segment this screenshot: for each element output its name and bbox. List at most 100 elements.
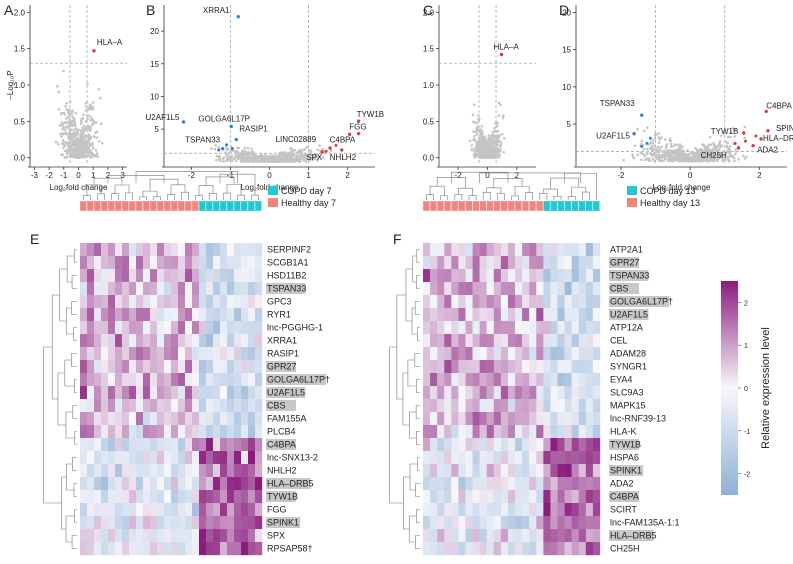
- heatmap-cell: [136, 282, 144, 296]
- heatmap-cell: [143, 399, 151, 413]
- heatmap-cell: [437, 464, 445, 478]
- heatmap-cell: [192, 308, 200, 322]
- heatmap-cell: [515, 503, 523, 517]
- heatmap-cell: [451, 282, 459, 296]
- heatmap-cell: [171, 399, 179, 413]
- heatmap-cell: [486, 347, 494, 361]
- heatmap-cell: [108, 347, 116, 361]
- heatmap-cell: [136, 516, 144, 530]
- colorbar: [721, 281, 738, 495]
- gene-point: [498, 133, 502, 137]
- gene-point: [54, 140, 58, 144]
- legend-label: Healthy day 13: [640, 198, 700, 208]
- heatmap-cell: [571, 386, 579, 400]
- colorbar-title: Relative expression level: [760, 327, 772, 449]
- heatmap-cell: [507, 477, 516, 491]
- heatmap-cell: [206, 399, 214, 413]
- heatmap-cell: [550, 412, 558, 426]
- heatmap-cell: [241, 477, 249, 491]
- heatmap-cell: [585, 269, 594, 283]
- heatmap-cell: [543, 373, 551, 387]
- heatmap-cell: [486, 399, 494, 413]
- heatmap-cell: [206, 412, 214, 426]
- gene-point: [225, 145, 228, 149]
- heatmap-cell: [185, 477, 193, 491]
- healthy-sample-annotation: [458, 200, 466, 212]
- heatmap-cell: [108, 451, 116, 465]
- heatmap-cell: [458, 386, 466, 400]
- heatmap-cell: [108, 321, 116, 335]
- heatmap-cell: [423, 386, 431, 400]
- heatmap-cell: [437, 347, 445, 361]
- heatmap-cell: [101, 321, 109, 335]
- heatmap-cell: [437, 386, 445, 400]
- gene-point: [647, 156, 651, 160]
- heatmap-cell: [543, 477, 551, 491]
- row-dendrogram-branch: [73, 483, 77, 497]
- gene-point: [636, 153, 639, 157]
- heatmap-cell: [248, 308, 256, 322]
- heatmap-cell: [220, 269, 228, 283]
- column-dendrogram-branch: [111, 193, 119, 200]
- heatmap-cell: [564, 529, 572, 543]
- gene-point: [74, 111, 77, 115]
- heatmap-cell: [493, 373, 502, 387]
- x-tick-label: 2: [757, 171, 762, 180]
- significant-gene-point: [229, 124, 233, 129]
- heatmap-cell: [479, 412, 487, 426]
- gene-point: [491, 143, 495, 147]
- heatmap-cell: [199, 464, 207, 478]
- heatmap-cell: [522, 386, 530, 400]
- gene-point: [81, 132, 85, 135]
- heatmap-cell: [550, 425, 558, 439]
- gene-point: [100, 141, 104, 145]
- heatmap-cell: [543, 451, 551, 465]
- heatmap-cell: [507, 295, 516, 309]
- gene-row-label: GOLGA6L17P†: [610, 297, 673, 307]
- gene-row-label: RASIP1: [267, 349, 299, 359]
- heatmap-cell: [227, 269, 235, 283]
- heatmap-cell: [592, 425, 601, 439]
- heatmap-cell: [157, 282, 165, 296]
- heatmap-cell: [164, 308, 172, 322]
- heatmap-cell: [472, 503, 480, 517]
- heatmap-cell: [578, 438, 587, 452]
- heatmap-cell: [437, 256, 445, 270]
- heatmap-cell: [493, 477, 502, 491]
- heatmap-cell: [507, 451, 516, 465]
- gene-point: [84, 151, 87, 154]
- gene-point: [289, 153, 292, 157]
- gene-point: [72, 136, 75, 140]
- heatmap-cell: [220, 321, 228, 335]
- heatmap-cell: [171, 269, 179, 283]
- heatmap-cell: [213, 308, 221, 322]
- heatmap-cell: [178, 282, 186, 296]
- heatmap-cell: [150, 477, 158, 491]
- panel-label: D: [559, 2, 569, 18]
- heatmap-cell: [206, 425, 214, 439]
- healthy-sample-annotation: [444, 200, 452, 212]
- heatmap-cell: [213, 347, 221, 361]
- heatmap-cell: [241, 295, 249, 309]
- heatmap-cell: [479, 542, 487, 556]
- gene-point: [91, 119, 94, 122]
- gene-point: [60, 135, 63, 138]
- heatmap-cell: [479, 516, 487, 530]
- heatmap-cell: [430, 425, 438, 439]
- heatmap-cell: [178, 412, 186, 426]
- heatmap-cell: [143, 373, 151, 387]
- gene-point: [80, 138, 84, 141]
- gene-highlight: [266, 517, 301, 528]
- heatmap-cell: [122, 516, 130, 530]
- gene-highlight: [266, 491, 296, 502]
- heatmap-cell: [115, 412, 123, 426]
- heatmap-cell: [458, 269, 466, 283]
- gene-point: [662, 150, 666, 154]
- gene-point: [84, 120, 88, 123]
- gene-point: [720, 156, 724, 160]
- heatmap-cell: [479, 295, 487, 309]
- heatmap-cell: [444, 373, 452, 387]
- gene-point: [289, 146, 292, 150]
- heatmap-cell: [248, 516, 256, 530]
- row-dendrogram-branch: [409, 411, 417, 439]
